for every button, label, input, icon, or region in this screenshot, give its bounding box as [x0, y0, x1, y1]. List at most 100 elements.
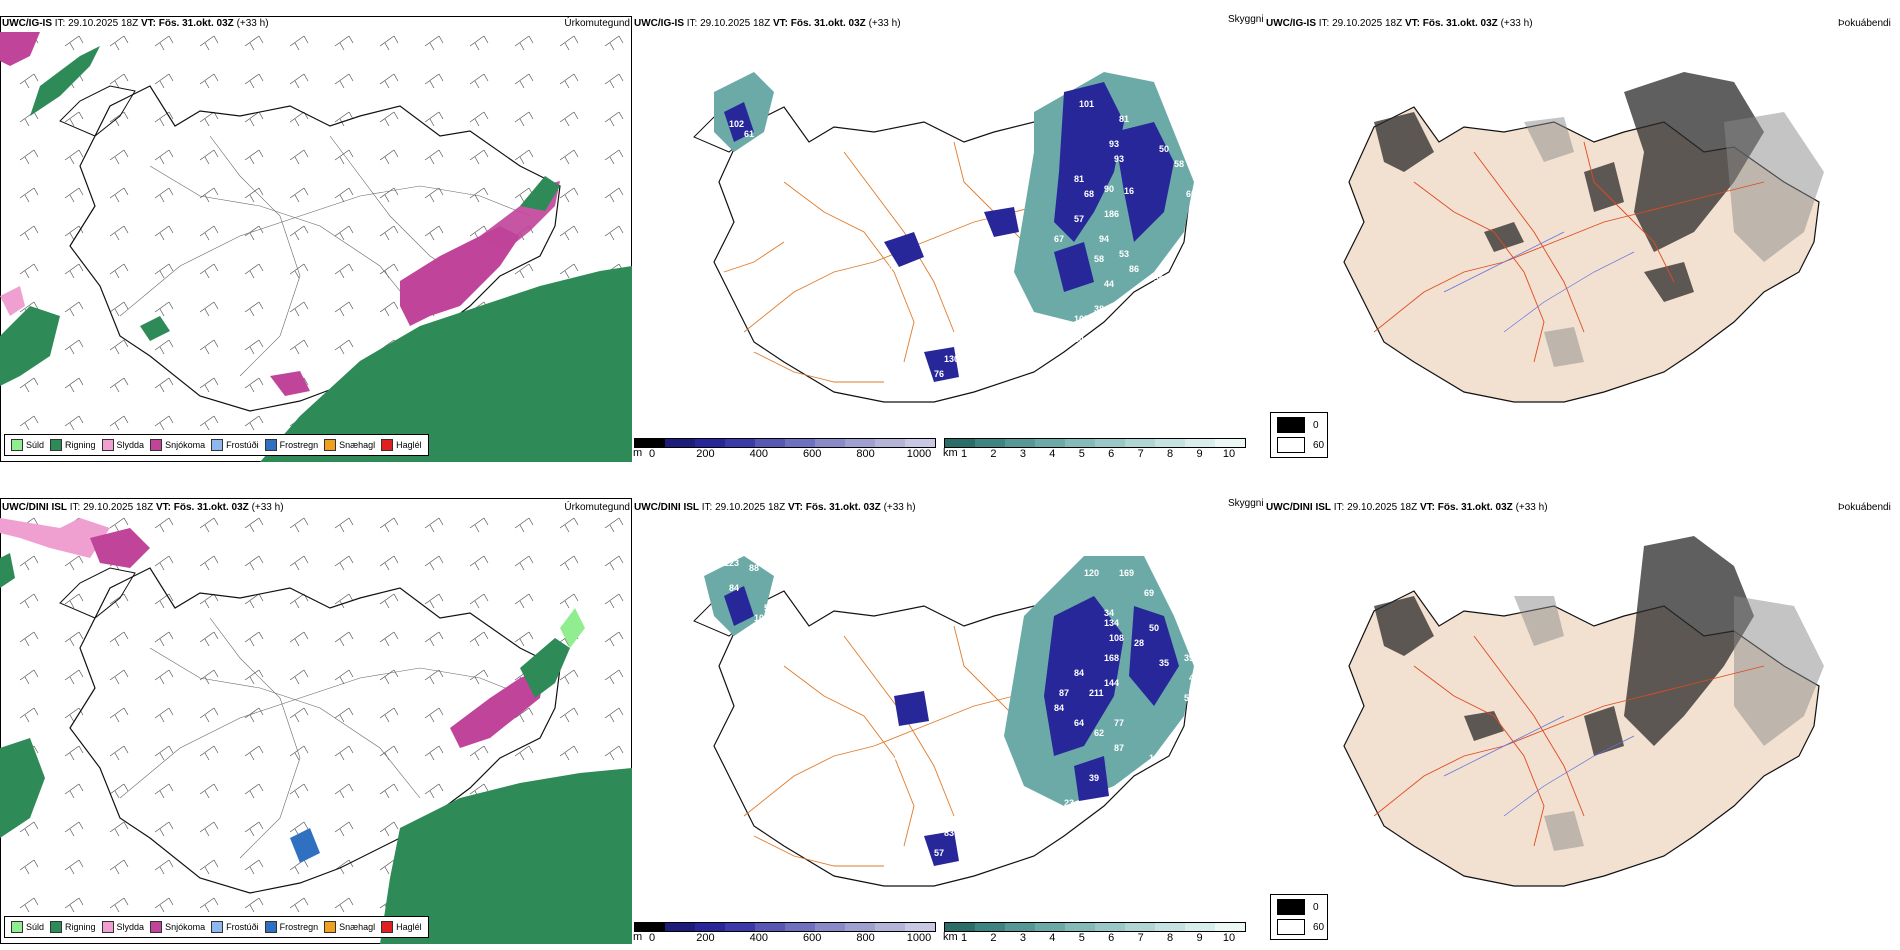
wind-barb	[109, 707, 129, 723]
wind-barb	[289, 707, 309, 723]
legend-label: Frostregn	[279, 440, 319, 450]
wind-barb	[64, 821, 84, 837]
colorbar-cell	[1185, 439, 1215, 447]
wind-barb	[244, 35, 264, 51]
ceiling-colorbar: km 1 2 3 4 5 6 7 8 9 10	[943, 922, 1246, 944]
vis-value-label: 76	[934, 369, 944, 379]
colorbar-unit: km	[943, 931, 958, 943]
wind-barb	[289, 517, 309, 533]
wind-barb	[199, 859, 219, 875]
vis-value-label: 49	[1189, 673, 1199, 683]
model-name: UWC/DINI ISL	[2, 502, 67, 513]
legend-item: Slydda	[101, 921, 144, 933]
legend-swatch	[11, 921, 23, 933]
wind-barb	[334, 35, 354, 51]
elevation-colorbar: m 0 200 400 600 800 1000	[633, 438, 936, 460]
precip-map-top: Súld Rigning Slydda Snjókoma Frostúði Frostre…	[0, 16, 632, 462]
wind-barb	[244, 187, 264, 203]
vis-value-label: 58	[1174, 159, 1184, 169]
cloud-legend: 0 60	[1270, 412, 1328, 458]
colorbar-tick-label: 600	[803, 932, 822, 944]
wind-barb	[199, 225, 219, 241]
wind-barb	[154, 897, 174, 913]
wind-barb	[199, 745, 219, 761]
wind-barb	[604, 669, 624, 685]
wind-barb	[244, 859, 264, 875]
legend-swatch	[101, 439, 114, 451]
it-value: 29.10.2025 18Z	[1347, 502, 1418, 513]
wind-barb	[244, 73, 264, 89]
legend-label: Súld	[26, 440, 45, 450]
wind-barb	[109, 415, 129, 431]
wind-barb	[559, 73, 579, 89]
wind-barb	[469, 111, 489, 127]
wind-barb	[244, 339, 264, 355]
wind-barb	[109, 149, 129, 165]
wind-barb	[604, 517, 624, 533]
wind-barb	[244, 745, 264, 761]
legend-label: Slydda	[116, 440, 145, 450]
header-fog-top: UWC/IG-IS IT: 29.10.2025 18Z VT: Fös. 31…	[1266, 18, 1533, 29]
it-value: 29.10.2025 18Z	[700, 18, 771, 29]
wind-barb	[559, 555, 579, 571]
wind-barb	[64, 555, 84, 571]
vis-value-label: 93	[1109, 139, 1119, 149]
wind-barb	[379, 821, 399, 837]
it-label: IT:	[701, 502, 713, 513]
wind-barb	[289, 555, 309, 571]
colorbar-cell	[1185, 923, 1215, 931]
wind-barb	[154, 339, 174, 355]
wind-barb	[109, 593, 129, 609]
wind-barb	[199, 301, 219, 317]
legend-swatch	[50, 921, 63, 933]
wind-barb	[244, 111, 264, 127]
wind-barb	[559, 745, 579, 761]
fog-map-svg	[1343, 72, 1824, 403]
wind-barb	[379, 783, 399, 799]
wind-barb	[424, 111, 444, 127]
colorbar-cells	[944, 438, 1246, 448]
wind-barb	[154, 517, 174, 533]
colorbar-cell	[1035, 923, 1065, 931]
colorbar-cells	[634, 922, 936, 932]
vis-value-label: 169	[1119, 568, 1134, 578]
it-value: 29.10.2025 18Z	[1332, 18, 1403, 29]
colorbar-unit: km	[943, 447, 958, 459]
legend-item: Súld	[11, 439, 44, 451]
vis-value-label: 38	[1094, 304, 1104, 314]
fog-shading	[1374, 536, 1754, 756]
wind-barb	[64, 111, 84, 127]
it-value: 29.10.2025 18Z	[68, 18, 139, 29]
vis-value-label: 105	[1074, 314, 1089, 324]
vis-low-blue	[724, 586, 1179, 866]
wind-barb	[514, 73, 534, 89]
wind-barb	[109, 783, 129, 799]
colorbar-tick-label: 400	[749, 448, 768, 460]
colorbar-tick-label: 1	[960, 932, 968, 944]
cloud-legend: 0 60	[1270, 894, 1328, 940]
panel-title-vis: Skyggni	[1228, 498, 1264, 509]
wind-barb	[244, 517, 264, 533]
wind-barb	[109, 111, 129, 127]
wind-barb	[154, 415, 174, 431]
vis-value-label: 10	[1149, 753, 1159, 763]
colorbar-tick-label: 600	[803, 448, 822, 460]
vis-value-label: 16	[934, 244, 944, 254]
wind-barb	[109, 225, 129, 241]
vis-value-label: 35	[1159, 658, 1169, 668]
header-fog-bottom: UWC/DINI ISL IT: 29.10.2025 18Z VT: Fös.…	[1266, 502, 1548, 513]
colorbar-cell	[845, 923, 875, 931]
precip-map-bottom: Súld Rigning Slydda Snjókoma Frostúði Frostre…	[0, 498, 632, 944]
wind-barb	[154, 555, 174, 571]
legend-swatch	[324, 439, 337, 451]
wind-barb	[604, 35, 624, 51]
vis-value-label: 144	[1104, 678, 1119, 688]
legend-swatch	[381, 921, 394, 933]
wind-barb	[379, 555, 399, 571]
vis-value-label: 50	[1159, 144, 1169, 154]
colorbar-tick-label: 5	[1078, 932, 1085, 944]
wind-barb	[19, 377, 39, 393]
wind-barb	[199, 187, 219, 203]
